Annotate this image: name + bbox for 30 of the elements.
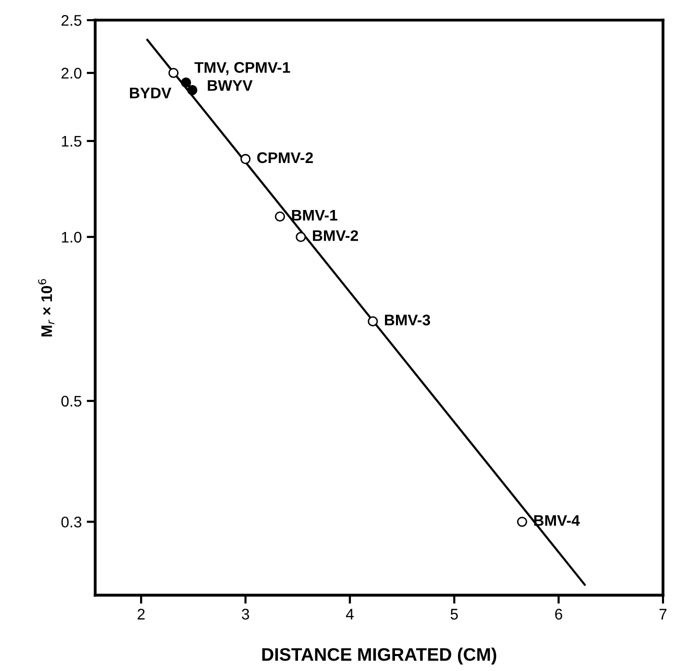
annotation: BMV-2 <box>312 230 358 241</box>
y-tick-label: 0.5 <box>61 396 82 407</box>
point <box>240 154 251 164</box>
x-tick-label: 5 <box>450 608 458 620</box>
annotation: BMV-4 <box>534 515 580 526</box>
point <box>180 78 192 88</box>
point <box>517 516 528 527</box>
point <box>187 85 198 96</box>
annotation: CPMV-2 <box>257 152 313 164</box>
annotation: BYDV <box>130 88 172 98</box>
point <box>168 68 179 78</box>
y-tick-label: 2.0 <box>62 68 82 79</box>
y-tick-label: 1.0 <box>62 232 82 243</box>
y-tick-label: 0.3 <box>61 516 82 528</box>
annotation: BMV-1 <box>292 210 338 220</box>
x-tick-label: 4 <box>346 608 354 620</box>
x-tick-label: 7 <box>660 608 666 620</box>
point <box>368 316 378 326</box>
point <box>274 211 286 222</box>
y-tick-label: 1.5 <box>62 136 82 147</box>
annotation: TMV, CPMV-1 <box>194 62 290 76</box>
x-tick-label: 3 <box>242 608 250 620</box>
y-tick-label: 2.5 <box>62 15 82 26</box>
x-tick-label: 2 <box>138 608 145 620</box>
x-tick-label: 6 <box>555 608 562 620</box>
annotation: BWYV <box>208 80 253 91</box>
annotation: BMV-3 <box>384 314 430 326</box>
y-axis-title: M$_{r}$ × 10$^{6}$ <box>38 279 54 336</box>
x-axis-title: DISTANCE MIGRATED (CM) <box>262 648 496 664</box>
point <box>296 232 306 242</box>
